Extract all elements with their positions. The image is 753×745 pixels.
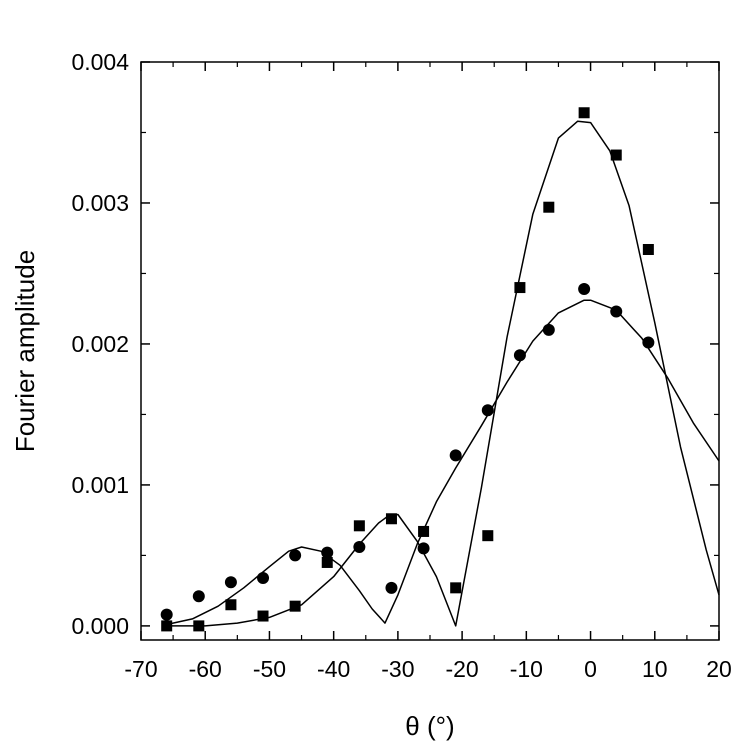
x-tick-label: -10	[510, 656, 543, 682]
y-tick-label: 0.003	[71, 190, 129, 216]
x-tick-label: -60	[189, 656, 222, 682]
square-marker	[225, 599, 237, 611]
x-tick-label: -50	[253, 656, 286, 682]
square-marker	[543, 201, 555, 213]
square-marker	[193, 620, 205, 632]
y-tick-labels: 0.000 0.001 0.002 0.003 0.004	[71, 49, 129, 639]
x-tick-label: 10	[642, 656, 668, 682]
fit-curve-2	[166, 299, 720, 626]
square-marker	[482, 530, 494, 542]
circle-marker	[449, 449, 462, 462]
y-tick-label: 0.004	[71, 49, 129, 75]
y-tick-label: 0.001	[71, 472, 129, 498]
square-marker	[610, 149, 622, 161]
y-tick-label: 0.002	[71, 331, 129, 357]
circle-marker	[224, 576, 237, 589]
data-markers	[160, 107, 655, 632]
x-axis-label: θ (°)	[405, 711, 454, 741]
circle-marker	[542, 323, 555, 336]
circle-marker	[481, 404, 494, 417]
circle-marker	[353, 540, 366, 553]
x-tick-label: -70	[124, 656, 157, 682]
circle-marker	[385, 581, 398, 594]
square-marker	[450, 582, 462, 594]
fit-curves	[166, 120, 720, 627]
x-tick-label: 20	[706, 656, 732, 682]
circle-marker	[513, 349, 526, 362]
square-marker	[321, 556, 333, 568]
x-tick-label: -40	[317, 656, 350, 682]
square-marker	[514, 282, 526, 294]
circle-marker	[160, 608, 173, 621]
x-tick-label: 0	[584, 656, 597, 682]
circle-marker	[192, 590, 205, 603]
fit-curve-1	[166, 120, 720, 627]
circle-marker	[417, 542, 430, 555]
x-tick-label: -30	[381, 656, 414, 682]
square-marker	[161, 620, 173, 632]
axis-ticks	[140, 61, 720, 640]
x-tick-label: -20	[445, 656, 478, 682]
square-marker	[289, 600, 301, 612]
y-axis-label: Fourier amplitude	[10, 250, 40, 452]
square-marker	[578, 107, 590, 119]
square-marker	[353, 520, 365, 532]
y-tick-label: 0.000	[71, 613, 129, 639]
square-marker	[418, 525, 430, 537]
circle-marker	[289, 549, 302, 562]
square-marker	[642, 243, 654, 255]
square-marker	[257, 610, 269, 622]
circle-marker	[321, 546, 334, 559]
circle-marker	[578, 282, 591, 295]
circle-marker	[610, 305, 623, 318]
circle-marker	[642, 336, 655, 349]
square-marker	[385, 513, 397, 525]
x-tick-labels: -70 -60 -50 -40 -30 -20 -10 0 10 20	[124, 656, 731, 682]
circle-marker	[257, 571, 270, 584]
